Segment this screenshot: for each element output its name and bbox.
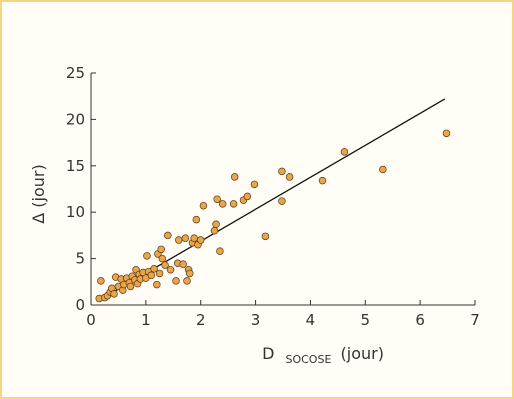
data-point <box>229 200 238 208</box>
data-point <box>185 269 194 278</box>
x-tick-label: 2 <box>196 311 206 329</box>
data-point <box>183 277 191 285</box>
data-point <box>212 220 220 229</box>
data-point <box>97 277 105 285</box>
data-point <box>155 269 164 278</box>
x-axis-label-unit: (jour) <box>341 344 384 363</box>
data-point <box>318 176 327 185</box>
data-point <box>110 290 118 298</box>
data-point <box>213 195 221 203</box>
data-point <box>379 165 387 174</box>
x-axis-label-main: D <box>262 344 274 363</box>
data-point <box>150 265 158 273</box>
data-point <box>153 280 161 289</box>
data-point <box>210 227 219 235</box>
y-tick-label: 20 <box>66 110 85 128</box>
x-ticks: 0 1 2 3 4 5 6 7 <box>86 300 480 329</box>
data-point <box>243 192 252 201</box>
x-axis: 0 1 2 3 4 5 6 7 <box>86 300 480 329</box>
x-tick-label: 6 <box>415 311 425 329</box>
data-point <box>126 282 135 291</box>
y-tick-label: 0 <box>75 296 85 314</box>
x-axis-label-sub: SOCOSE <box>285 353 331 366</box>
x-tick-label: 5 <box>361 311 371 329</box>
data-point <box>261 232 270 241</box>
y-tick-label: 15 <box>66 157 85 175</box>
y-tick-label: 5 <box>75 250 85 268</box>
data-point <box>161 261 169 269</box>
x-tick-label: 7 <box>470 311 480 329</box>
x-tick-label: 3 <box>251 311 261 329</box>
data-point <box>181 234 190 242</box>
x-tick-label: 0 <box>86 311 96 329</box>
data-point <box>179 260 187 268</box>
data-point <box>230 173 239 181</box>
data-point <box>218 200 227 208</box>
data-point <box>166 265 175 274</box>
data-point <box>143 252 151 260</box>
y-tick-label: 10 <box>66 203 85 221</box>
data-point <box>285 173 294 181</box>
y-axis-label: Δ (jour) <box>29 164 48 223</box>
data-point <box>147 271 156 280</box>
data-point <box>199 201 208 210</box>
y-axis: 0 5 10 15 20 25 <box>66 64 96 314</box>
data-point <box>278 197 286 205</box>
data-point <box>172 277 180 285</box>
x-tick-label: 1 <box>141 311 151 329</box>
data-point <box>250 180 259 189</box>
data-point <box>196 236 205 244</box>
data-point <box>190 234 198 242</box>
data-point <box>192 215 201 224</box>
data-point <box>340 148 349 156</box>
data-point <box>278 167 286 176</box>
y-tick-label: 25 <box>66 64 85 82</box>
x-axis-label: D SOCOSE (jour) <box>262 344 384 367</box>
data-points <box>95 129 451 303</box>
data-point <box>158 254 167 263</box>
y-ticks: 0 5 10 15 20 25 <box>66 64 96 314</box>
x-tick-label: 4 <box>306 311 316 329</box>
data-point <box>442 129 451 138</box>
data-point <box>216 247 224 255</box>
data-point <box>157 245 165 254</box>
data-point <box>175 236 183 244</box>
data-point <box>164 231 172 240</box>
